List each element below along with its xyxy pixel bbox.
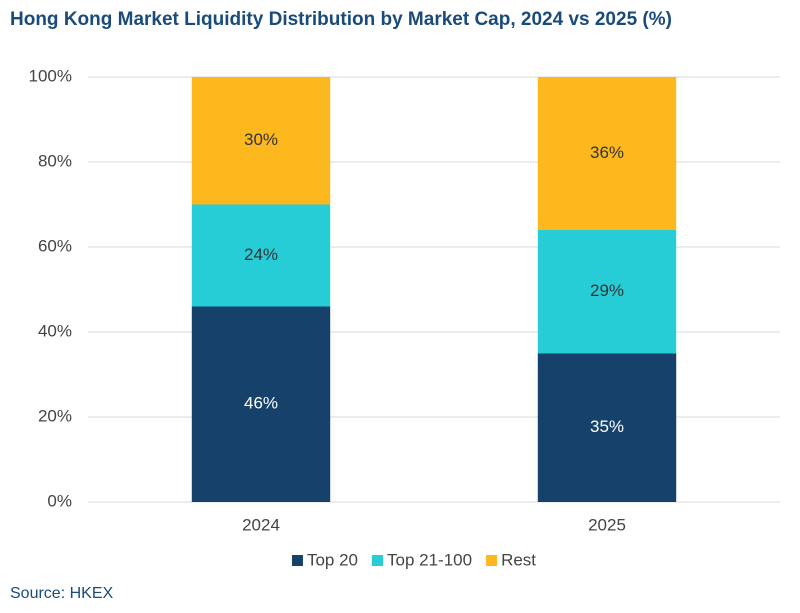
- legend-swatch: [291, 555, 303, 566]
- data-label: 29%: [590, 281, 624, 300]
- bar-segment: [537, 230, 677, 354]
- x-tick-label: 2025: [588, 515, 626, 534]
- legend-label: Rest: [501, 550, 536, 569]
- y-tick-label: 100%: [29, 66, 72, 85]
- legend-label: Top 20: [307, 550, 358, 569]
- y-tick-label: 0%: [47, 491, 72, 510]
- y-tick-label: 80%: [38, 151, 72, 170]
- legend: Top 20 Top 21-100 Rest: [291, 550, 536, 569]
- bar-segment: [537, 353, 677, 502]
- data-label: 30%: [244, 130, 278, 149]
- bar-segment: [191, 204, 331, 307]
- legend-swatch: [372, 555, 383, 566]
- legend-label: Top 21-100: [387, 550, 472, 569]
- y-tick-label: 40%: [38, 321, 72, 340]
- y-tick-label: 20%: [38, 406, 72, 425]
- x-tick-label: 2024: [242, 515, 280, 534]
- data-label: 36%: [590, 143, 624, 162]
- legend-swatch: [486, 555, 498, 566]
- data-label: 46%: [244, 394, 278, 413]
- bar-segment: [191, 77, 331, 205]
- y-tick-label: 60%: [38, 236, 72, 255]
- bar-segment: [191, 306, 331, 502]
- data-label: 24%: [244, 245, 278, 264]
- chart-title: Hong Kong Market Liquidity Distribution …: [10, 9, 672, 30]
- bar-segment: [537, 77, 677, 230]
- data-label: 35%: [590, 417, 624, 436]
- source: Source: HKEX: [10, 585, 113, 602]
